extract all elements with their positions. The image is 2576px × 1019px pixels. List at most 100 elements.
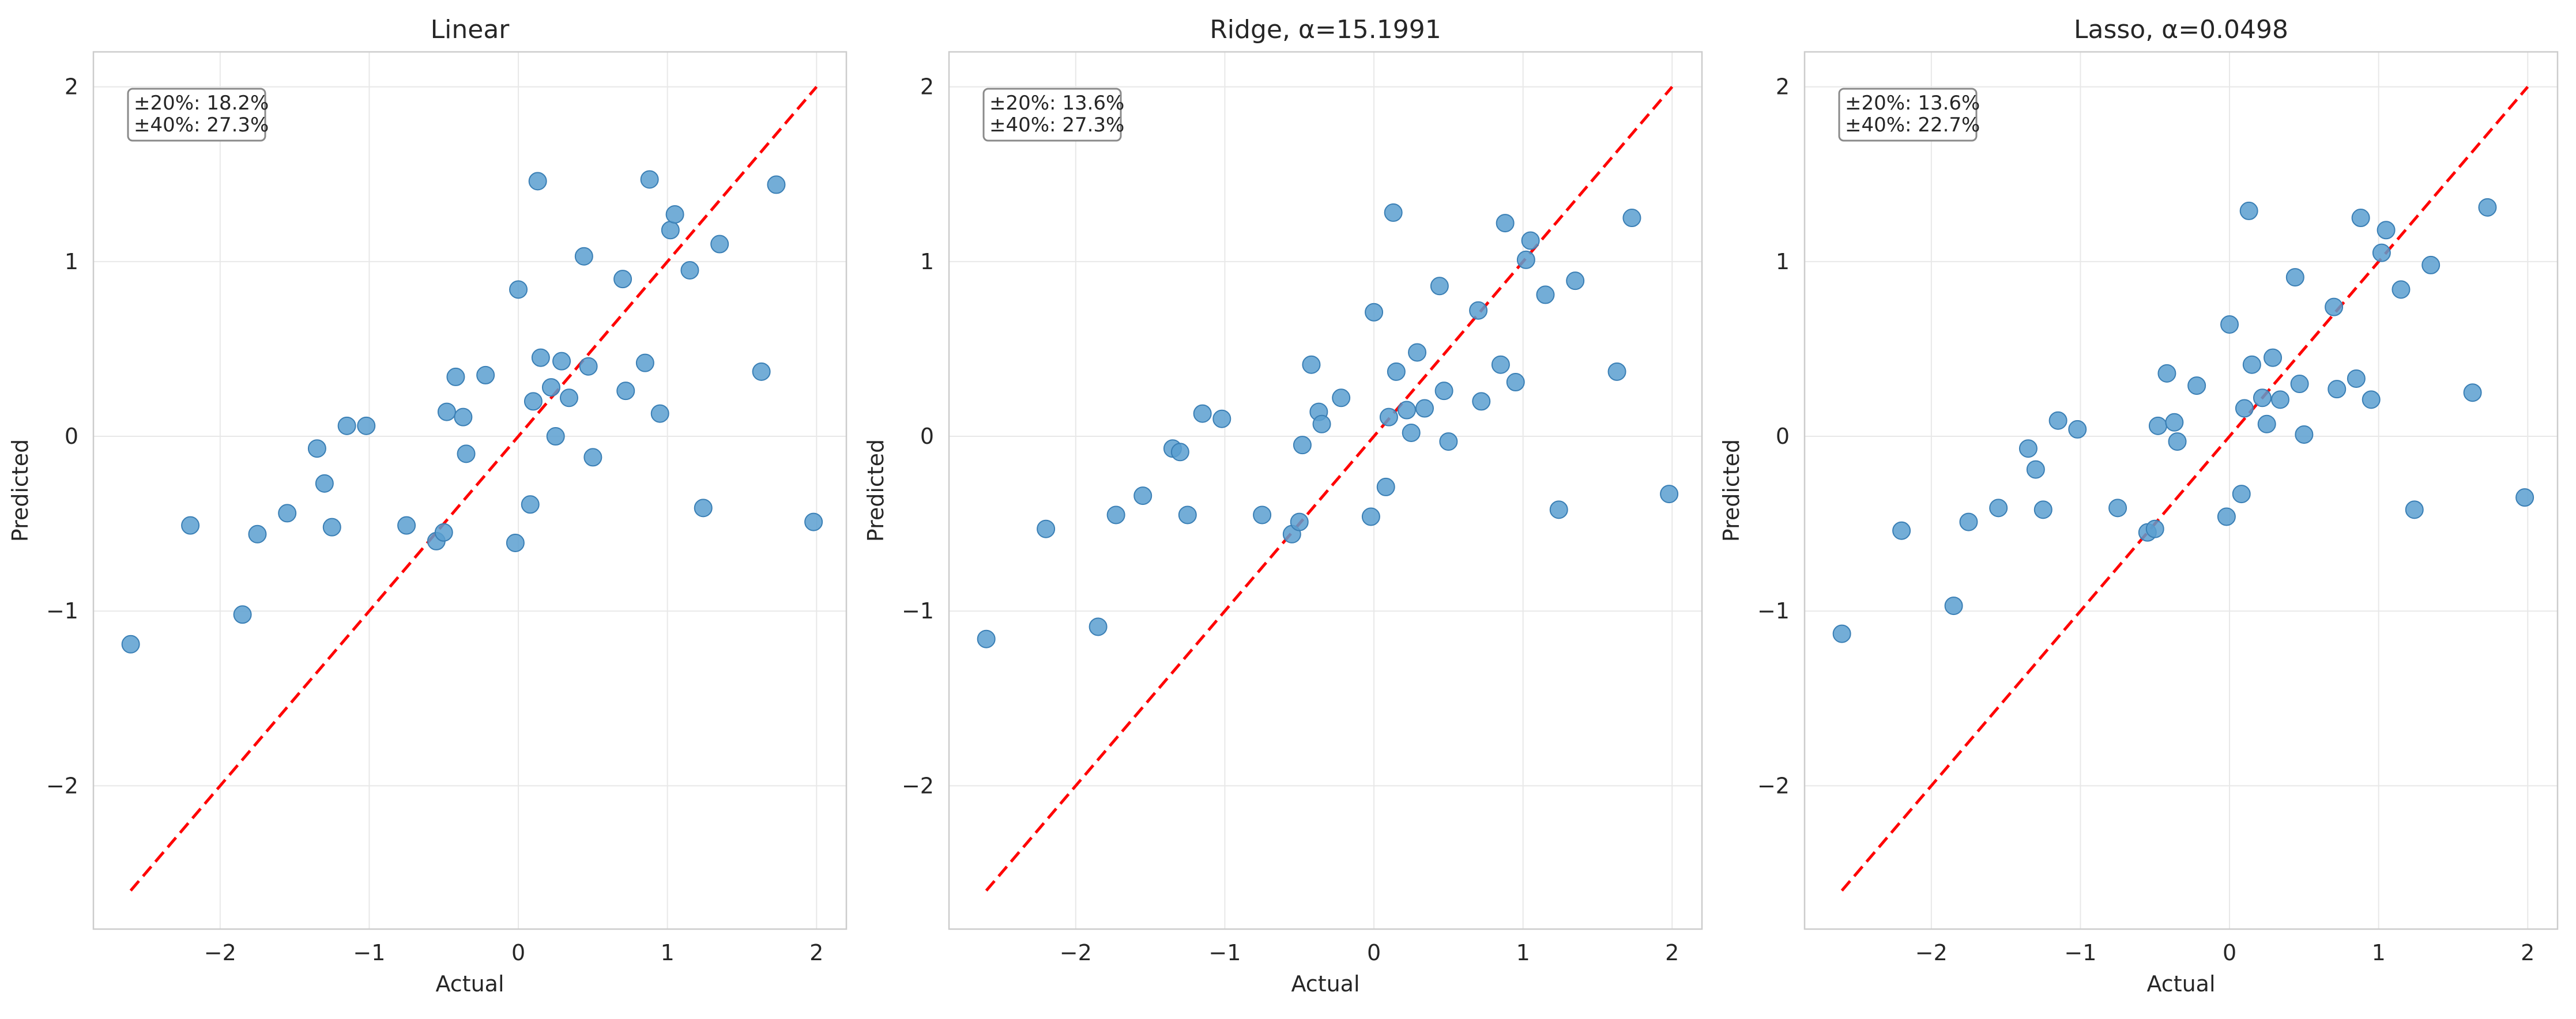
plot-area — [93, 52, 846, 929]
data-point — [2347, 369, 2366, 388]
data-point — [1212, 409, 1231, 428]
data-point — [2168, 432, 2187, 451]
y-tick-label: 0 — [1776, 424, 1790, 449]
data-point — [1037, 519, 1056, 538]
data-point — [278, 504, 297, 523]
data-point — [2018, 439, 2038, 458]
data-point — [233, 605, 252, 624]
reference-line — [985, 86, 1674, 892]
y-axis-label: Predicted — [7, 439, 33, 542]
data-point — [2220, 315, 2239, 334]
y-axis-label: Predicted — [1719, 439, 1744, 542]
data-point — [1439, 432, 1458, 451]
x-tick-label: 0 — [2223, 940, 2236, 965]
data-point — [1397, 401, 1416, 420]
data-point — [680, 261, 699, 280]
data-point — [2108, 499, 2127, 518]
subplot-1: −2 −1 0 1 2 −2 −1 0 1 2 ±20%: 18.2%±40%: 27.3% Line… — [7, 15, 848, 997]
data-point — [1376, 477, 1395, 496]
data-point — [506, 533, 525, 552]
data-point — [2372, 243, 2391, 262]
data-point — [1312, 414, 1331, 433]
data-point — [357, 416, 376, 435]
x-tick-label: 0 — [511, 940, 525, 965]
data-point — [2242, 355, 2261, 374]
subplot-2: −2 −1 0 1 2 −2 −1 0 1 2 ±20%: 13.6%±40%: 27.3% Ridg… — [863, 15, 1703, 997]
y-tick-label: −1 — [902, 598, 934, 624]
y-tick-label: −2 — [46, 773, 78, 798]
data-point — [2165, 413, 2184, 432]
y-tick-label: 2 — [1776, 74, 1790, 100]
data-point — [541, 378, 560, 397]
x-tick-label: −2 — [204, 940, 236, 965]
x-tick-label: 1 — [661, 940, 675, 965]
data-point — [1959, 512, 1978, 531]
x-tick-label: 2 — [1665, 940, 1679, 965]
data-point — [1832, 624, 1851, 643]
data-point — [1622, 209, 1641, 228]
data-point — [2421, 255, 2441, 274]
data-point — [2362, 390, 2381, 409]
data-point — [1384, 203, 1403, 222]
data-point — [1989, 499, 2008, 518]
data-point — [1506, 373, 1525, 392]
data-point — [1387, 362, 1406, 381]
y-tick-label: 2 — [65, 74, 78, 100]
data-point — [1365, 303, 1384, 322]
data-point — [2253, 388, 2272, 407]
data-point — [2257, 414, 2276, 433]
data-point — [613, 270, 632, 289]
x-tick-label: 1 — [1516, 940, 1530, 965]
data-point — [1170, 443, 1189, 462]
x-axis-label: Actual — [2146, 971, 2215, 997]
data-point — [661, 221, 680, 240]
data-point — [1193, 404, 1212, 423]
accuracy-box — [127, 88, 266, 142]
accuracy-text: ±20%: 13.6% — [989, 92, 1124, 115]
data-point — [2033, 500, 2052, 519]
x-tick-label: −2 — [1060, 940, 1092, 965]
axes-frame — [948, 51, 1703, 930]
axes-frame — [1803, 51, 2559, 930]
data-point — [1430, 277, 1449, 296]
data-point — [1566, 271, 1585, 290]
data-point — [2068, 420, 2087, 439]
data-point — [2264, 348, 2283, 367]
data-point — [1521, 231, 1540, 250]
data-point — [248, 524, 267, 544]
data-point — [2157, 364, 2176, 383]
data-point — [1253, 505, 1272, 524]
y-tick-label: 1 — [920, 249, 934, 274]
data-point — [1089, 617, 1108, 636]
data-point — [767, 175, 786, 194]
data-point — [752, 362, 771, 381]
x-tick-label: −1 — [1208, 940, 1241, 965]
data-point — [476, 365, 495, 384]
data-point — [1379, 407, 1398, 427]
y-tick-label: −2 — [1757, 773, 1790, 798]
data-point — [1549, 500, 1568, 519]
data-point — [1290, 512, 1309, 531]
data-point — [307, 439, 326, 458]
data-point — [2405, 500, 2424, 519]
x-tick-label: −1 — [353, 940, 385, 965]
data-point — [635, 353, 654, 372]
data-point — [1944, 597, 1963, 616]
data-point — [1496, 214, 1515, 233]
x-tick-label: −1 — [2064, 940, 2096, 965]
data-point — [437, 402, 456, 421]
data-point — [616, 382, 635, 401]
data-point — [559, 388, 578, 407]
accuracy-text: ±40%: 22.7% — [1845, 114, 1980, 137]
subplot-3: −2 −1 0 1 2 −2 −1 0 1 2 ±20%: 13.6%±40%: 22.7% Lass… — [1719, 15, 2559, 997]
plot-area — [949, 52, 1702, 929]
data-point — [2325, 297, 2344, 316]
plot-area — [1805, 52, 2558, 929]
data-point — [694, 499, 713, 518]
data-point — [2290, 375, 2309, 394]
data-point — [2295, 425, 2314, 444]
x-tick-label: 2 — [2521, 940, 2534, 965]
data-point — [650, 404, 669, 423]
data-point — [1402, 423, 1421, 442]
